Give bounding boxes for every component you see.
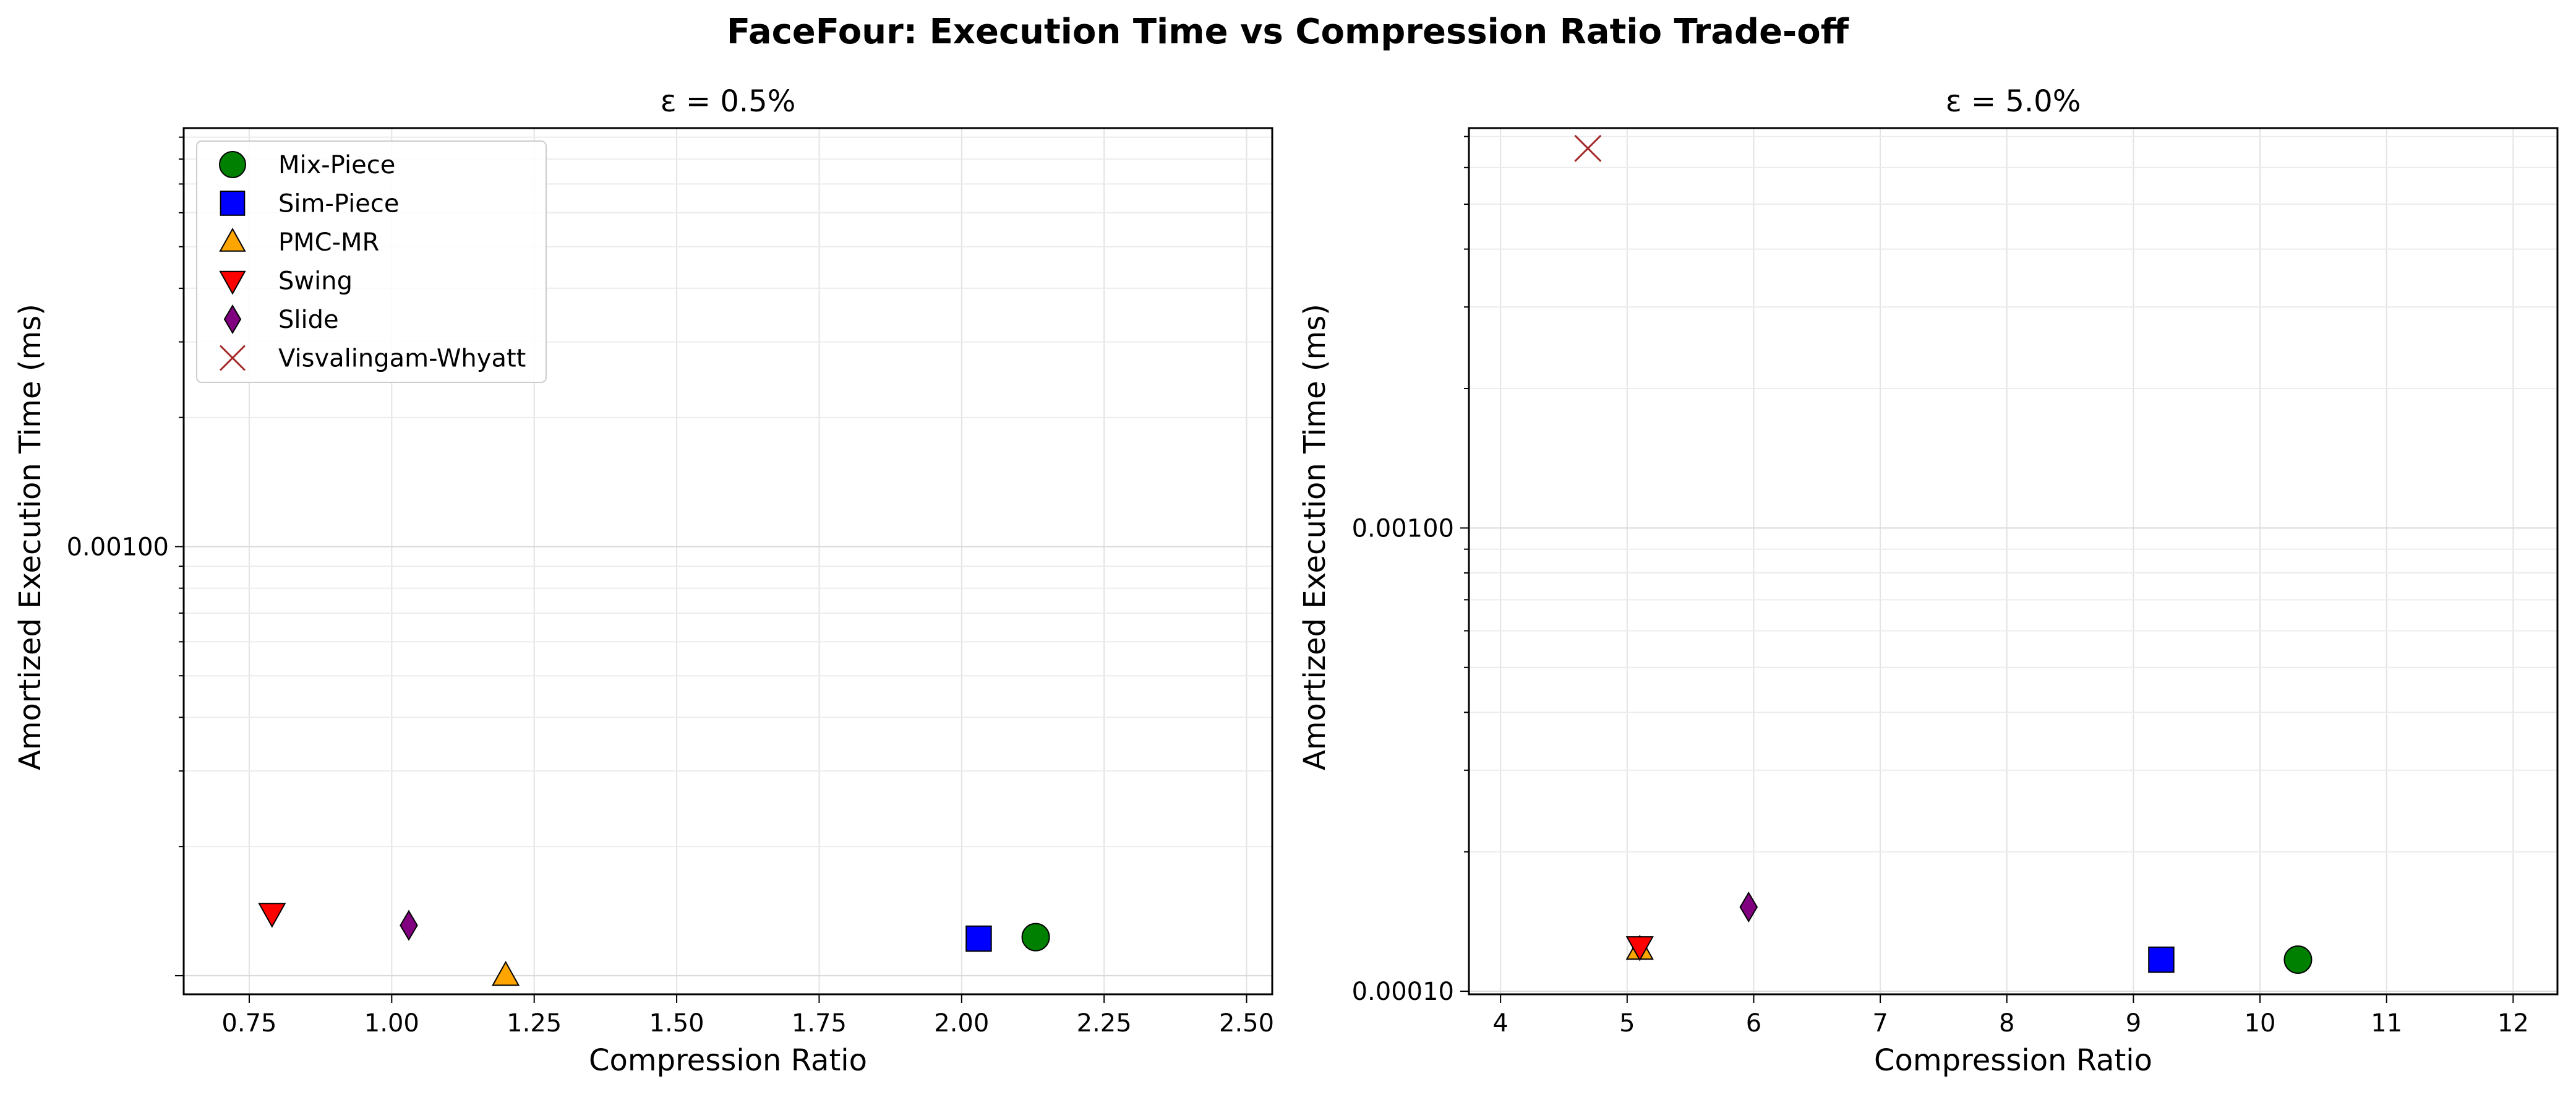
left-point-swing	[258, 903, 286, 928]
legend-marker-mix-piece	[219, 151, 246, 178]
right-axes-frame	[1468, 127, 2559, 996]
legend-item-mix-piece: Mix-Piece	[219, 151, 395, 179]
left-x-tick-label: 1.75	[792, 1009, 847, 1038]
left-point-sim-piece	[965, 925, 992, 952]
legend-item-visvalingam-whyatt: Visvalingam-Whyatt	[219, 345, 526, 373]
legend-label-slide: Slide	[278, 306, 339, 334]
legend-item-swing: Swing	[219, 267, 353, 296]
right-gridlines	[1469, 128, 2557, 994]
right-x-tick-label: 12	[2497, 1009, 2529, 1038]
left-x-tick-label: 2.50	[1219, 1009, 1274, 1038]
legend-label-mix-piece: Mix-Piece	[278, 151, 395, 179]
left-y-axis-label: Amortized Execution Time (ms)	[13, 304, 48, 770]
left-x-tick-label: 2.25	[1077, 1009, 1132, 1038]
right-x-tick-label: 8	[1999, 1009, 2014, 1038]
left-axes-frame	[182, 127, 1273, 996]
left-y-tick-label: 0.00100	[67, 533, 169, 561]
legend-marker-swing	[219, 270, 246, 295]
right-x-tick-label: 11	[2371, 1009, 2402, 1038]
figure-title: FaceFour: Execution Time vs Compression …	[727, 12, 1849, 52]
left-x-tick-label: 2.00	[934, 1009, 989, 1038]
legend-item-slide: Slide	[223, 304, 339, 335]
right-y-tick-label: 0.00100	[1352, 514, 1454, 543]
left-x-tick-label: 1.50	[649, 1009, 704, 1038]
left-panel: ε = 0.5% Compression Ratio Amortized Exe…	[13, 84, 1274, 1078]
legend-marker-sim-piece	[220, 191, 246, 216]
right-point-visvalingam-whyatt	[1574, 134, 1602, 162]
legend: Mix-Piece Sim-Piece PMC-MR Swing Slide Visval…	[196, 140, 547, 383]
left-x-tick-label: 1.00	[364, 1009, 419, 1038]
right-point-swing	[1625, 936, 1654, 961]
right-point-mix-piece	[2283, 945, 2313, 974]
legend-marker-visvalingam-whyatt	[219, 345, 246, 371]
right-point-sim-piece	[2148, 946, 2175, 973]
right-point-slide	[1739, 891, 1758, 923]
left-x-axis-label: Compression Ratio	[589, 1043, 867, 1078]
left-gridlines	[184, 128, 1272, 994]
left-x-tick-label: 1.25	[507, 1009, 562, 1038]
left-x-tick-label: 0.75	[221, 1009, 276, 1038]
left-point-pmc-mr	[492, 960, 520, 986]
right-panel: ε = 5.0% Compression Ratio Amortized Exe…	[1298, 84, 2559, 1078]
right-x-tick-label: 9	[2126, 1009, 2141, 1038]
legend-marker-slide	[223, 304, 242, 335]
left-point-slide	[400, 910, 418, 941]
right-x-axis-label: Compression Ratio	[1874, 1043, 2152, 1078]
right-x-tick-label: 4	[1492, 1009, 1508, 1038]
legend-item-sim-piece: Sim-Piece	[220, 190, 399, 218]
legend-label-swing: Swing	[278, 267, 353, 296]
right-x-tick-label: 10	[2244, 1009, 2276, 1038]
right-x-tick-label: 6	[1746, 1009, 1761, 1038]
right-x-tick-label: 7	[1872, 1009, 1888, 1038]
left-panel-title: ε = 0.5%	[661, 84, 796, 119]
right-y-axis-label: Amortized Execution Time (ms)	[1298, 304, 1332, 770]
right-panel-title: ε = 5.0%	[1946, 84, 2081, 119]
legend-label-visvalingam-whyatt: Visvalingam-Whyatt	[278, 345, 526, 373]
right-y-tick-label: 0.00010	[1352, 978, 1454, 1006]
legend-box	[196, 140, 547, 383]
legend-label-sim-piece: Sim-Piece	[278, 190, 399, 218]
legend-label-pmc-mr: PMC-MR	[278, 228, 379, 257]
legend-marker-pmc-mr	[219, 227, 246, 252]
right-x-tick-label: 5	[1619, 1009, 1635, 1038]
legend-item-pmc-mr: PMC-MR	[219, 227, 379, 257]
left-point-mix-piece	[1021, 923, 1050, 952]
